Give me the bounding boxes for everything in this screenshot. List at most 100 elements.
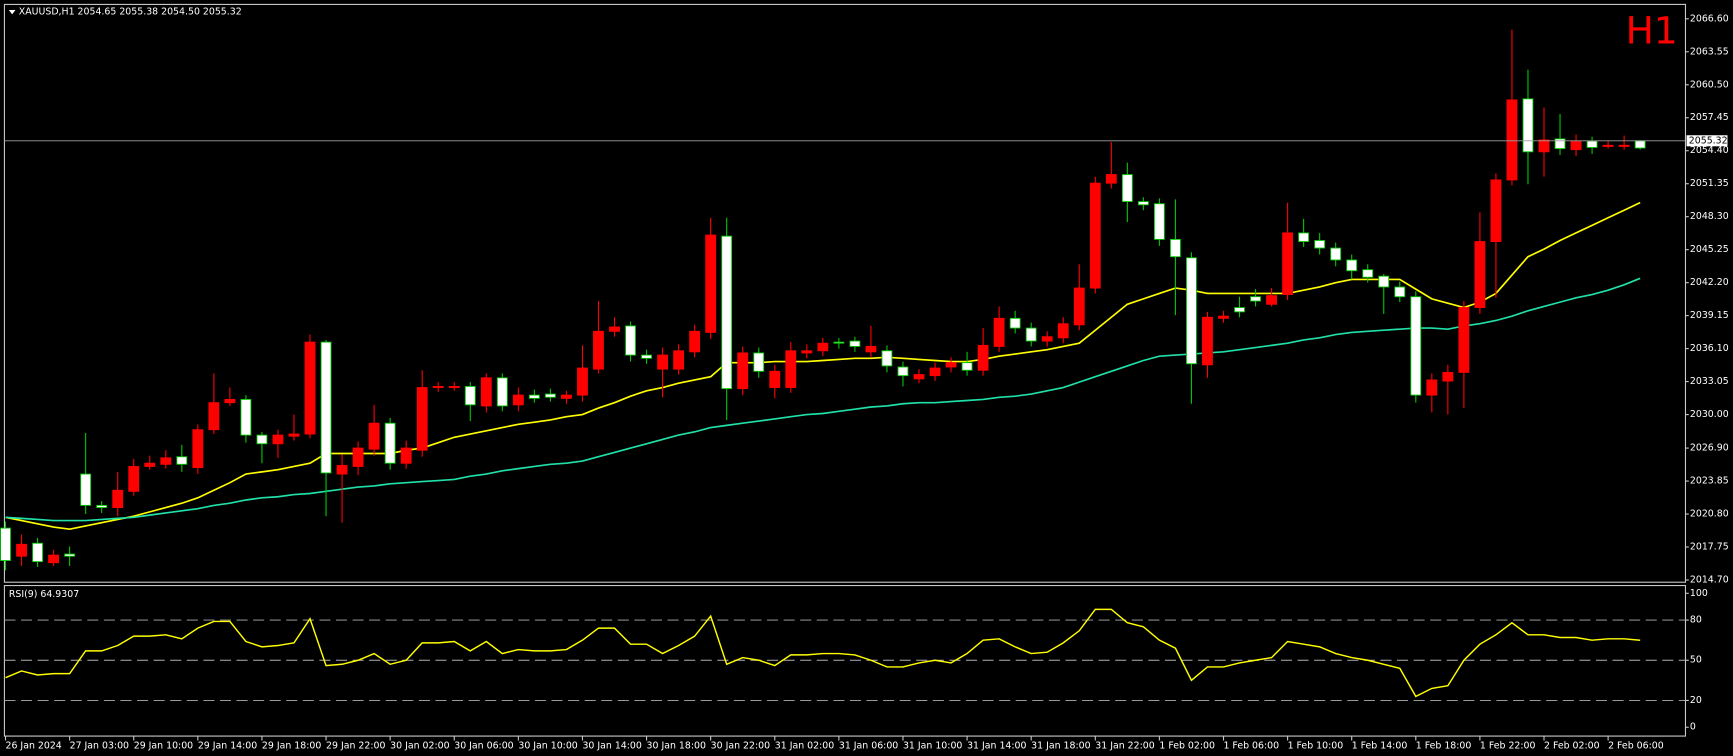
candle-body — [1394, 286, 1406, 298]
candle-body — [1009, 317, 1021, 329]
y-tick-label: 80 — [1690, 615, 1702, 626]
candle-body — [432, 386, 444, 389]
candle-body — [240, 398, 252, 436]
timeframe-label: H1 — [1626, 9, 1678, 53]
rsi-title: RSI(9) 64.9307 — [9, 589, 79, 600]
candle-body — [352, 447, 364, 467]
candle-body — [1314, 240, 1326, 249]
candle-body — [993, 317, 1005, 347]
y-tick-label: 2066.60 — [1690, 13, 1729, 24]
candle-body — [1362, 269, 1374, 278]
x-tick-label: 31 Jan 18:00 — [1031, 741, 1090, 752]
candle-body — [961, 362, 973, 371]
candle-body — [609, 326, 620, 332]
x-tick-label: 30 Jan 14:00 — [582, 741, 641, 752]
candle-body — [1025, 327, 1037, 342]
x-tick-label: 1 Feb 02:00 — [1159, 741, 1215, 752]
x-tick-label: 26 Jan 2024 — [6, 741, 62, 752]
x-tick-label: 29 Jan 10:00 — [134, 741, 193, 752]
candle-body — [1506, 99, 1518, 181]
candle-body — [272, 434, 284, 445]
y-tick-label: 2017.75 — [1690, 542, 1729, 553]
candle-body — [721, 235, 733, 390]
y-tick-label: 2026.90 — [1690, 443, 1729, 454]
candle-body — [448, 386, 460, 389]
y-tick-label: 2023.85 — [1690, 476, 1729, 487]
candle-body — [577, 367, 588, 396]
candle-body — [496, 377, 508, 407]
x-tick-label: 30 Jan 10:00 — [518, 741, 577, 752]
rsi-line — [5, 608, 1641, 698]
candle-body — [1089, 182, 1101, 289]
candle-body — [1586, 140, 1598, 148]
y-tick-label: 50 — [1690, 655, 1702, 666]
y-tick-label: 2045.25 — [1690, 244, 1729, 255]
candle-body — [1634, 140, 1646, 149]
x-tick-label: 31 Jan 14:00 — [967, 741, 1026, 752]
y-tick-label: 2063.55 — [1690, 46, 1729, 57]
x-tick-label: 31 Jan 02:00 — [775, 741, 834, 752]
candle-body — [849, 340, 861, 347]
x-tick-label: 2 Feb 02:00 — [1544, 741, 1600, 752]
y-tick-label: 20 — [1690, 695, 1702, 706]
x-tick-label: 1 Feb 22:00 — [1480, 741, 1536, 752]
candle-body — [320, 341, 332, 474]
candle-body — [1346, 259, 1358, 272]
candle-body — [1602, 144, 1614, 147]
candle-body — [336, 464, 348, 475]
y-tick-label: 2048.30 — [1690, 211, 1729, 222]
y-tick-label: 2014.70 — [1690, 575, 1729, 586]
candle-body — [64, 553, 76, 557]
candle-body — [1330, 247, 1342, 261]
candle-body — [160, 457, 172, 465]
candle-body — [737, 352, 749, 390]
candle-body — [1153, 203, 1165, 240]
candle-body — [1202, 316, 1213, 366]
x-tick-label: 1 Feb 10:00 — [1288, 741, 1344, 752]
candle-body — [1522, 98, 1534, 153]
x-tick-label: 30 Jan 22:00 — [711, 741, 770, 752]
candle-body — [304, 341, 316, 435]
x-tick-label: 1 Feb 18:00 — [1416, 741, 1472, 752]
candle-body — [881, 350, 893, 367]
candle-body — [785, 350, 797, 388]
candle-body — [1250, 296, 1261, 302]
x-tick-label: 1 Feb 06:00 — [1223, 741, 1279, 752]
candle-body — [544, 393, 556, 398]
y-tick-label: 0 — [1690, 722, 1696, 733]
x-tick-label: 1 Feb 14:00 — [1352, 741, 1408, 752]
candle-body — [1218, 315, 1229, 319]
moving-average-line — [5, 277, 1641, 522]
candle-body — [1618, 144, 1630, 147]
candle-body — [128, 466, 140, 492]
candle-body — [192, 429, 204, 468]
x-tick-label: 30 Jan 06:00 — [454, 741, 513, 752]
candle-body — [1298, 232, 1310, 243]
x-tick-label: 31 Jan 22:00 — [1095, 741, 1154, 752]
candle-body — [833, 341, 845, 344]
candle-body — [1105, 174, 1117, 184]
candle-body — [512, 394, 524, 406]
y-tick-label: 100 — [1690, 588, 1708, 599]
candle-body — [16, 543, 27, 557]
candle-body — [1186, 257, 1197, 365]
candle-body — [561, 394, 572, 399]
candle-body — [416, 387, 428, 451]
candle-body — [673, 350, 685, 370]
candle-body — [865, 346, 877, 353]
candle-body — [1073, 287, 1085, 326]
candle-body — [1554, 138, 1566, 150]
candle-body — [1282, 232, 1294, 295]
candle-body — [817, 342, 829, 352]
menu-arrow[interactable] — [8, 9, 16, 15]
candle-body — [1570, 140, 1582, 151]
candle-body — [1137, 201, 1149, 206]
candle-body — [1458, 307, 1470, 373]
candle-body — [464, 386, 476, 406]
candle-body — [48, 554, 60, 564]
candle-body — [1410, 296, 1422, 396]
candle-body — [689, 330, 701, 353]
candle-body — [176, 456, 188, 465]
candle-body — [1378, 275, 1390, 288]
candle-body — [593, 330, 604, 370]
